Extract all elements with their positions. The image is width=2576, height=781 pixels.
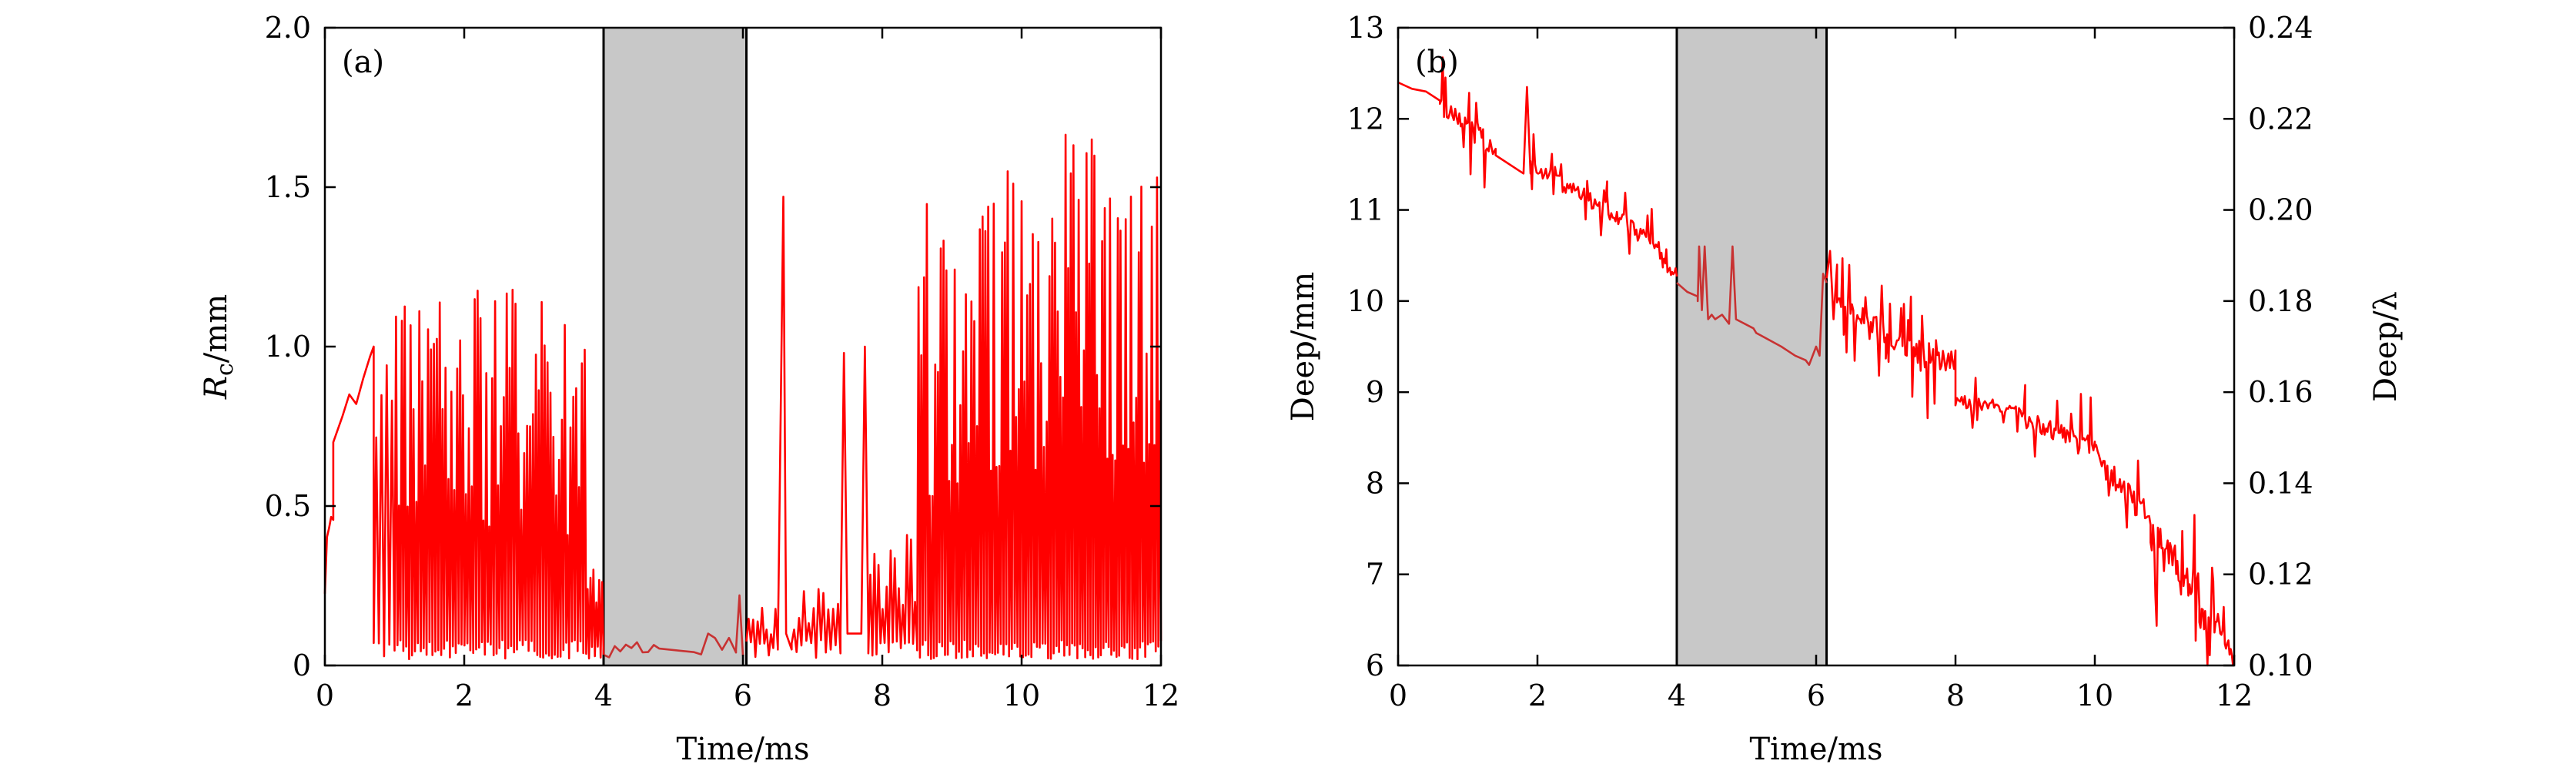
panel-a-x-axis-title: Time/ms bbox=[676, 732, 809, 767]
panel-a-x-tick-label: 0 bbox=[316, 679, 334, 712]
panel-a-y-tick-label: 2.0 bbox=[265, 11, 311, 45]
panel-b-chart: 0 2 4 6 8 10 12 6 7 8 9 10 11 12 13 0.10 0.12 0.14 0.16 0.1… bbox=[1286, 11, 2404, 767]
panel-b-y-tick-label: 13 bbox=[1347, 11, 1384, 45]
panel-a-x-tick-label: 4 bbox=[594, 679, 613, 712]
panel-b-right-y-tick-label: 0.18 bbox=[2248, 284, 2313, 318]
panel-a-x-tick-label: 10 bbox=[1003, 679, 1040, 712]
panel-b-right-y-tick-label: 0.14 bbox=[2248, 466, 2313, 500]
panel-b-right-y-tick-label: 0.16 bbox=[2248, 375, 2313, 409]
panel-a-y-axis-subscript: c bbox=[212, 363, 239, 376]
panel-a-x-tick-label: 6 bbox=[734, 679, 752, 712]
panel-b-ticks: 0 2 4 6 8 10 12 6 7 8 9 10 11 12 13 0.10 0.12 0.14 0.16 0.1… bbox=[1347, 11, 2313, 712]
panel-a-y-axis-symbol: R bbox=[199, 376, 234, 400]
panel-b-series-3 bbox=[1825, 250, 2236, 667]
panel-b-x-axis-title: Time/ms bbox=[1749, 732, 1882, 767]
panel-b-right-y-tick-label: 0.10 bbox=[2248, 649, 2313, 682]
panel-a-y-axis-title: Rc/mm bbox=[199, 294, 239, 400]
panel-b-x-tick-label: 8 bbox=[1946, 679, 1965, 712]
panel-a-series-layer bbox=[323, 133, 1163, 660]
panel-b-y-tick-label: 11 bbox=[1347, 193, 1384, 227]
panel-b-y-tick-label: 6 bbox=[1366, 649, 1384, 682]
panel-b-y-tick-label: 7 bbox=[1366, 558, 1384, 592]
panel-b-y-tick-label: 8 bbox=[1366, 466, 1384, 500]
panel-b-y-tick-label: 12 bbox=[1347, 102, 1384, 136]
panel-b-series-2 bbox=[1676, 245, 1828, 366]
panel-b-right-y-axis-title: Deep/λ bbox=[2368, 291, 2404, 402]
panel-b-series-1 bbox=[1397, 56, 1678, 277]
panel-b-y-axis-title: Deep/mm bbox=[1286, 272, 1321, 421]
panel-b-right-y-tick-label: 0.22 bbox=[2248, 102, 2313, 136]
panel-b-x-tick-label: 2 bbox=[1528, 679, 1547, 712]
panel-a-y-axis-unit: /mm bbox=[199, 294, 234, 363]
panel-a-x-tick-label: 12 bbox=[1142, 679, 1179, 712]
panel-a-y-tick-label: 0 bbox=[293, 649, 311, 682]
panel-a-chart: 0 2 4 6 8 10 12 0 0.5 1.0 1.5 2.0 (a) Time/ms Rc/mm bbox=[199, 11, 1179, 767]
panel-b-y-tick-label: 10 bbox=[1347, 284, 1384, 318]
panel-a-x-tick-label: 2 bbox=[455, 679, 473, 712]
panel-a-series-1 bbox=[323, 288, 605, 660]
panel-b-shaded-region bbox=[1677, 28, 1827, 665]
panel-a-label: (a) bbox=[342, 45, 384, 80]
panel-b-series-layer bbox=[1397, 56, 2236, 667]
panel-b-y-tick-label: 9 bbox=[1366, 375, 1384, 409]
panel-b-right-y-tick-label: 0.24 bbox=[2248, 11, 2313, 45]
panel-b-x-tick-label: 6 bbox=[1807, 679, 1825, 712]
panel-b-right-y-tick-label: 0.12 bbox=[2248, 558, 2313, 592]
panel-a-series-2 bbox=[603, 594, 744, 659]
panel-b-x-tick-label: 0 bbox=[1389, 679, 1407, 712]
panel-a-y-tick-label: 1.0 bbox=[265, 330, 311, 364]
panel-a-y-tick-label: 0.5 bbox=[265, 489, 311, 523]
panel-a-series-3 bbox=[745, 133, 1163, 660]
panel-a-shaded-region bbox=[604, 28, 747, 665]
panel-b-x-tick-label: 10 bbox=[2076, 679, 2113, 712]
panel-b-x-tick-label: 4 bbox=[1668, 679, 1686, 712]
panel-a-y-tick-label: 1.5 bbox=[265, 170, 311, 204]
panel-b-right-y-tick-label: 0.20 bbox=[2248, 193, 2313, 227]
panel-b-x-tick-label: 12 bbox=[2216, 679, 2253, 712]
panel-b-label: (b) bbox=[1415, 45, 1459, 80]
panel-a-ticks: 0 2 4 6 8 10 12 0 0.5 1.0 1.5 2.0 bbox=[265, 11, 1180, 712]
panel-a-x-tick-label: 8 bbox=[873, 679, 892, 712]
